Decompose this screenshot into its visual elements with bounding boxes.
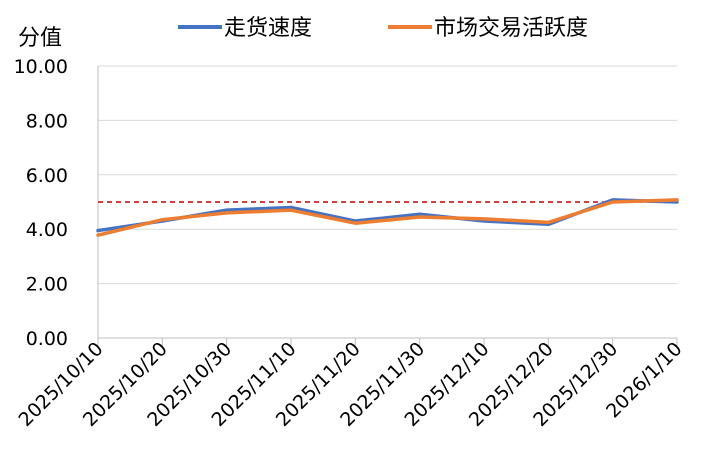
y-tick-label: 10.00 [14,56,68,78]
y-tick-label: 4.00 [26,219,68,241]
grid-lines [98,65,677,285]
series-line-2 [96,198,679,237]
y-axis-unit-label: 分值 [18,26,62,51]
y-tick-label: 8.00 [26,110,68,132]
legend-label: 市场交易活跃度 [434,16,588,41]
legend-label: 走货速度 [224,16,312,41]
series-line-1 [96,198,679,233]
series-lines [96,198,679,237]
y-tick-labels: 0.00 2.00 4.00 6.00 8.00 10.00 [14,56,68,350]
y-tick-label: 0.00 [26,328,68,350]
legend: 走货速度 市场交易活跃度 [178,16,588,41]
y-tick-label: 6.00 [26,165,68,187]
y-tick-label: 2.00 [26,274,68,296]
x-tick-labels: 2025/10/102025/10/202025/10/302025/11/10… [15,338,687,431]
